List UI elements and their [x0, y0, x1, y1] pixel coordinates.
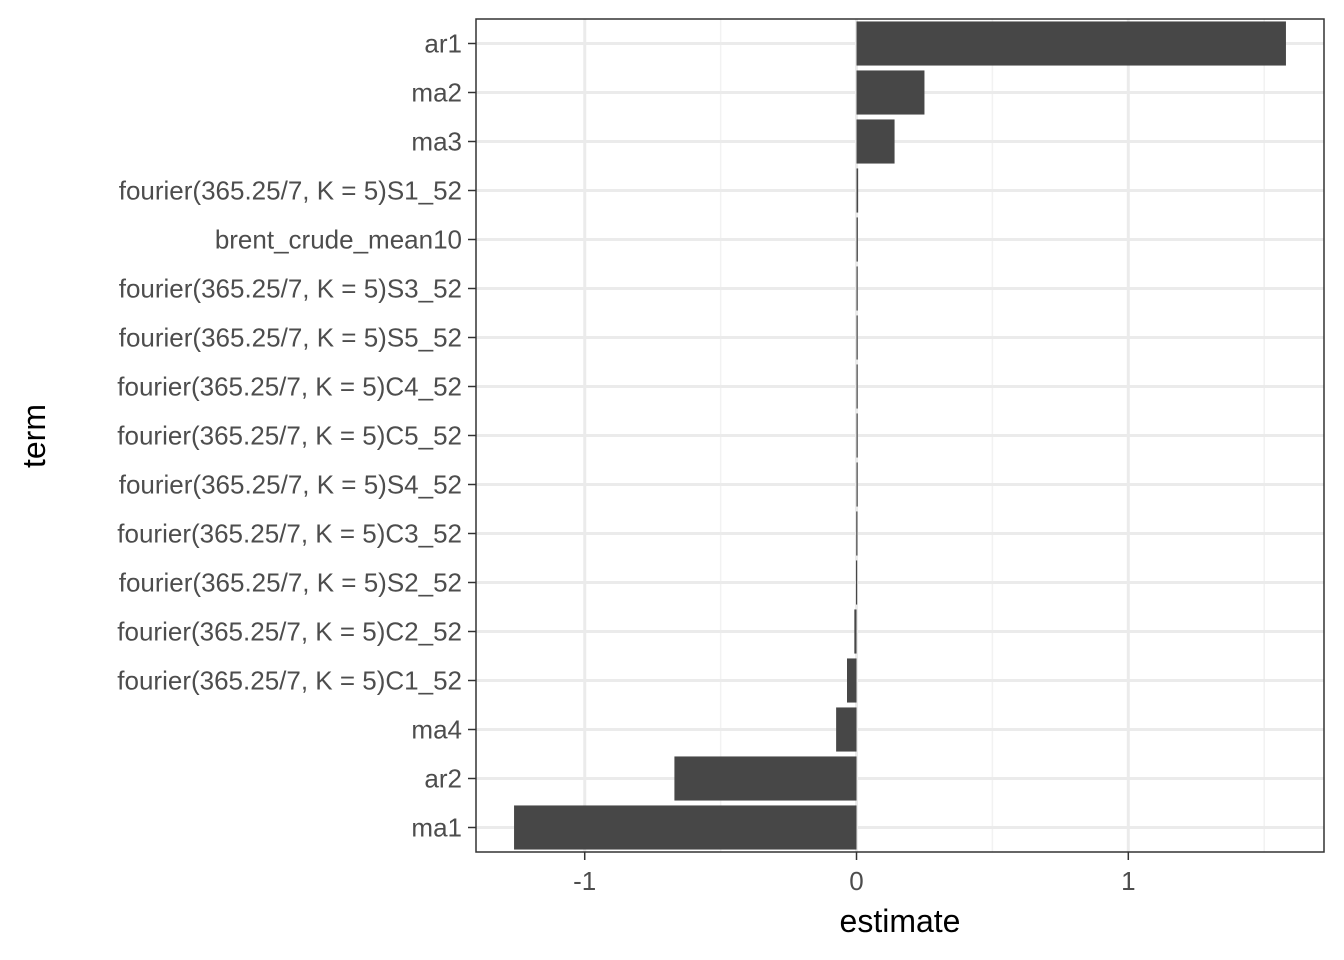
y-tick-label: fourier(365.25/7, K = 5)C1_52 — [117, 666, 462, 696]
y-tick-label: ma2 — [411, 78, 462, 108]
y-tick-label: fourier(365.25/7, K = 5)S1_52 — [119, 176, 462, 206]
y-tick-label: fourier(365.25/7, K = 5)S2_52 — [119, 568, 462, 598]
bar — [836, 707, 857, 752]
bar — [854, 609, 857, 654]
y-tick-label: brent_crude_mean10 — [215, 225, 462, 255]
bars-layer — [514, 21, 1286, 850]
y-tick-label: fourier(365.25/7, K = 5)S3_52 — [119, 274, 462, 304]
x-tick-label: -1 — [573, 866, 596, 896]
x-tick-label: 1 — [1121, 866, 1135, 896]
bar — [856, 266, 858, 311]
y-axis-title: term — [16, 404, 52, 468]
y-tick-label: ma4 — [411, 715, 462, 745]
x-axis: -1 0 1 — [573, 852, 1136, 896]
y-tick-label: ar1 — [424, 29, 462, 59]
bar — [856, 21, 1286, 66]
y-tick-label: fourier(365.25/7, K = 5)C2_52 — [117, 617, 462, 647]
y-tick-label: fourier(365.25/7, K = 5)C4_52 — [117, 372, 462, 402]
y-tick-label: ar2 — [424, 764, 462, 794]
x-axis-title: estimate — [840, 903, 961, 939]
bar — [514, 805, 857, 850]
bar — [847, 658, 857, 703]
bar — [856, 364, 858, 409]
x-tick-label: 0 — [849, 866, 863, 896]
bar — [856, 413, 858, 458]
bar — [674, 756, 857, 801]
y-tick-label: fourier(365.25/7, K = 5)S5_52 — [119, 323, 462, 353]
bar — [856, 70, 925, 115]
grid-layer — [476, 19, 1324, 852]
bar — [856, 315, 858, 360]
bar — [856, 511, 858, 556]
y-tick-label: fourier(365.25/7, K = 5)S4_52 — [119, 470, 462, 500]
bar — [856, 462, 858, 507]
bar — [855, 560, 858, 605]
y-axis: ar1 ma2 ma3 fourier(365.25/7, K = 5)S1_52br… — [117, 29, 476, 843]
y-tick-label: ma3 — [411, 127, 462, 157]
bar — [856, 217, 858, 262]
y-tick-label: fourier(365.25/7, K = 5)C5_52 — [117, 421, 462, 451]
bar — [856, 168, 859, 213]
y-tick-label: ma1 — [411, 813, 462, 843]
bar — [856, 119, 895, 164]
y-tick-label: fourier(365.25/7, K = 5)C3_52 — [117, 519, 462, 549]
